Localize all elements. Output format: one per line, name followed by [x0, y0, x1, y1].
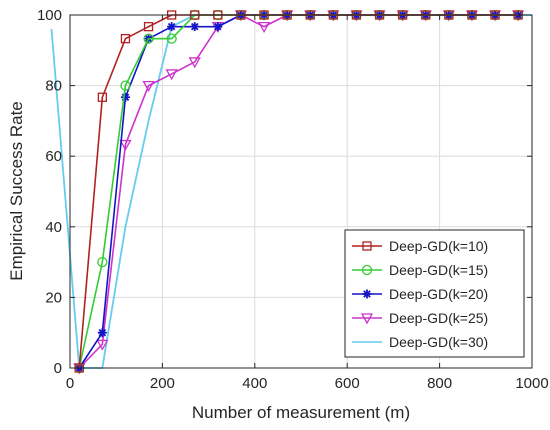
- data-point-triangle: [188, 57, 201, 69]
- data-point-triangle: [119, 139, 132, 151]
- data-point-star: [167, 22, 177, 32]
- data-point-circle: [361, 264, 373, 276]
- data-point-square: [97, 92, 107, 102]
- data-point-square: [362, 241, 372, 251]
- y-tick-label: 100: [37, 7, 62, 24]
- legend-label: Deep-GD(k=20): [389, 286, 488, 302]
- x-axis-label: Number of measurement (m): [192, 403, 410, 422]
- legend-item: Deep-GD(k=15): [352, 262, 488, 278]
- data-point-circle: [166, 33, 177, 44]
- legend-label: Deep-GD(k=30): [389, 334, 488, 350]
- data-point-triangle: [142, 80, 155, 92]
- data-point-star: [190, 22, 200, 32]
- y-tick-label: 0: [54, 360, 62, 377]
- x-tick-label: 600: [335, 375, 360, 392]
- data-point-triangle: [96, 339, 109, 351]
- data-point-circle: [120, 80, 131, 91]
- data-point-square: [120, 34, 131, 44]
- y-tick-label: 40: [45, 219, 62, 236]
- grid: [70, 15, 532, 368]
- data-point-triangle: [165, 69, 178, 81]
- legend-label: Deep-GD(k=25): [389, 310, 488, 326]
- y-tick-label: 80: [45, 78, 62, 95]
- legend-label: Deep-GD(k=15): [389, 262, 488, 278]
- data-point-star: [97, 328, 107, 338]
- y-tick-label: 60: [45, 148, 62, 165]
- x-tick-label: 0: [66, 375, 74, 392]
- data-point-star: [213, 22, 223, 32]
- legend-item: Deep-GD(k=30): [352, 334, 488, 350]
- x-tick-label: 400: [242, 375, 267, 392]
- legend: Deep-GD(k=10) Deep-GD(k=15) Deep-GD(k=20) D…: [344, 229, 525, 358]
- legend-item: Deep-GD(k=25): [352, 310, 488, 326]
- data-point-star: [120, 92, 130, 102]
- x-tick-label: 200: [150, 375, 175, 392]
- x-tick-label: 800: [427, 375, 452, 392]
- legend-item: Deep-GD(k=20): [352, 286, 488, 302]
- axis-ticks: 0 200 400 600 800 1000 0 20 40 60 80 100: [37, 7, 549, 392]
- legend-item: Deep-GD(k=10): [352, 238, 488, 254]
- data-point-circle: [143, 33, 154, 44]
- plot-frame: [69, 14, 533, 369]
- y-axis-label: Empirical Success Rate: [7, 101, 26, 281]
- data-point-star: [362, 289, 372, 299]
- data-point-square: [143, 21, 154, 32]
- data-point-circle: [97, 256, 108, 268]
- data-point-triangle: [360, 313, 374, 325]
- x-tick-label: 1000: [515, 375, 548, 392]
- y-tick-label: 20: [45, 289, 62, 306]
- legend-label: Deep-GD(k=10): [389, 238, 488, 254]
- data-point-triangle: [257, 21, 271, 33]
